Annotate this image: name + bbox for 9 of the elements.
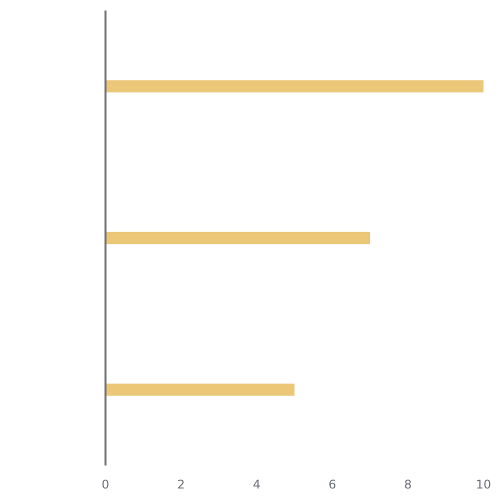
x-tick-label: 6: [328, 478, 336, 492]
bar: [106, 80, 484, 92]
x-tick-label: 2: [177, 478, 185, 492]
bar: [106, 384, 294, 396]
x-tick-label: 4: [252, 478, 261, 492]
bar: [106, 232, 370, 244]
x-tick-label: 0: [102, 478, 110, 492]
x-tick-label: 10: [476, 478, 492, 492]
x-tick-label: 8: [404, 478, 412, 492]
